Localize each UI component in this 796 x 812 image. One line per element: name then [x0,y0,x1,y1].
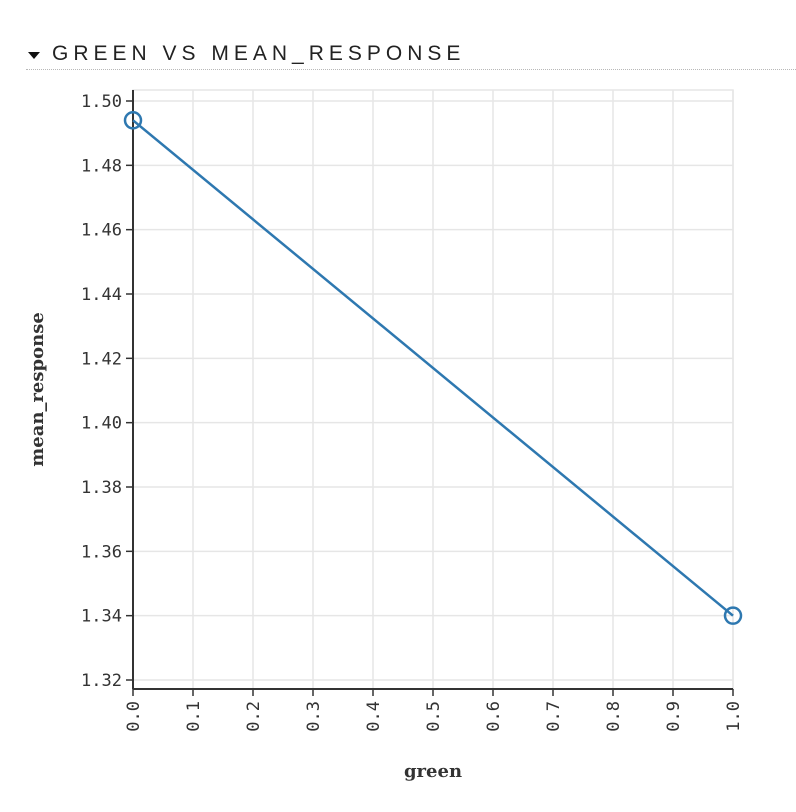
x-tick-label: 0.9 [664,701,684,732]
y-tick-label: 1.40 [81,414,122,434]
x-tick-label: 0.7 [544,701,564,732]
section-header: GREEN VS MEAN_RESPONSE [26,42,796,70]
x-tick-label: 0.8 [604,701,624,732]
y-tick-label: 1.50 [81,92,122,112]
data-point-marker [123,111,143,130]
x-tick-label: 0.0 [124,701,144,732]
x-tick-label: 0.5 [424,701,444,732]
chart-series [123,111,743,625]
chart-labels: 0.0 0.1 0.2 0.3 0.4 0.5 0.6 0.7 0.8 0.9 1.0 1.32 1.3… [27,92,744,782]
x-tick-label: 1.0 [724,701,744,732]
y-tick-label: 1.46 [81,221,122,241]
x-tick-label: 0.1 [184,701,204,732]
section-title: GREEN VS MEAN_RESPONSE [52,42,466,65]
y-tick-label: 1.36 [81,542,122,562]
x-tick-label: 0.6 [484,701,504,732]
y-tick-label: 1.38 [81,478,122,498]
y-tick-label: 1.48 [81,156,122,176]
data-point-marker [723,606,743,625]
x-tick-label: 0.2 [244,701,264,732]
caret-down-icon[interactable] [28,52,40,59]
y-tick-label: 1.42 [81,349,122,369]
y-tick-label: 1.32 [81,671,122,691]
chart-axes [126,90,734,696]
y-tick-label: 1.34 [81,607,122,627]
x-axis-title: green [404,761,462,782]
series-line [132,119,734,617]
x-tick-label: 0.3 [304,701,324,732]
y-tick-label: 1.44 [81,285,122,305]
chart-grid [132,89,734,690]
x-tick-label: 0.4 [364,701,384,732]
y-axis-title: mean_response [27,312,48,467]
